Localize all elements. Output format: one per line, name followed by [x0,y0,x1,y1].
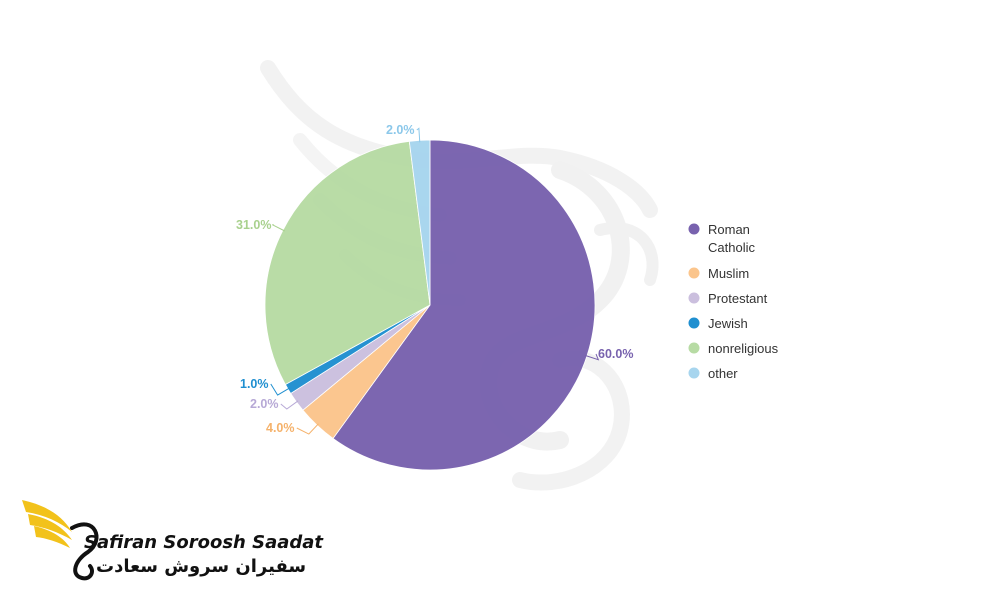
legend-item: Muslim [688,266,749,281]
legend-label: Roman [708,222,750,237]
legend-swatch [688,367,700,379]
brand-logo: Safiran Soroosh Saadat سفیران سروش سعادت [22,500,324,581]
slice-label: 2.0% [386,123,415,137]
legend-item: Roman Catholic [688,222,755,255]
slice-label: 60.0% [598,347,633,361]
brand-name-fa: سفیران سروش سعادت [96,556,306,577]
wing-logo-icon [22,500,99,581]
slice-labels: 60.0% 4.0% 2.0% 1.0% 31.0% 2.0% [236,123,633,435]
slice-label: 31.0% [236,218,271,232]
legend-label: Jewish [708,316,748,331]
legend-swatch [688,317,700,329]
legend-item: nonreligious [688,341,779,356]
leader-line [416,127,421,143]
legend: Roman Catholic Muslim Protestant Jewish nonre… [688,222,779,381]
leader-line [272,224,285,232]
slice-label: 4.0% [266,421,295,435]
leader-line [296,423,319,435]
slice-label: 1.0% [240,377,269,391]
legend-label: Protestant [708,291,768,306]
leader-line [584,353,600,361]
leader-line [280,400,299,410]
brand-name-en: Safiran Soroosh Saadat [84,532,324,553]
legend-label: nonreligious [708,341,779,356]
label-leader-lines [270,127,600,435]
legend-item: Protestant [688,291,768,306]
pie-chart [264,139,596,471]
legend-swatch [688,342,700,354]
legend-label: other [708,366,738,381]
leader-line [270,383,290,396]
legend-swatch [688,223,700,235]
slice-label: 2.0% [250,397,279,411]
legend-label: Muslim [708,266,749,281]
legend-label: Catholic [708,240,755,255]
legend-item: Jewish [688,316,748,331]
legend-swatch [688,292,700,304]
legend-item: other [688,366,738,381]
legend-swatch [688,267,700,279]
